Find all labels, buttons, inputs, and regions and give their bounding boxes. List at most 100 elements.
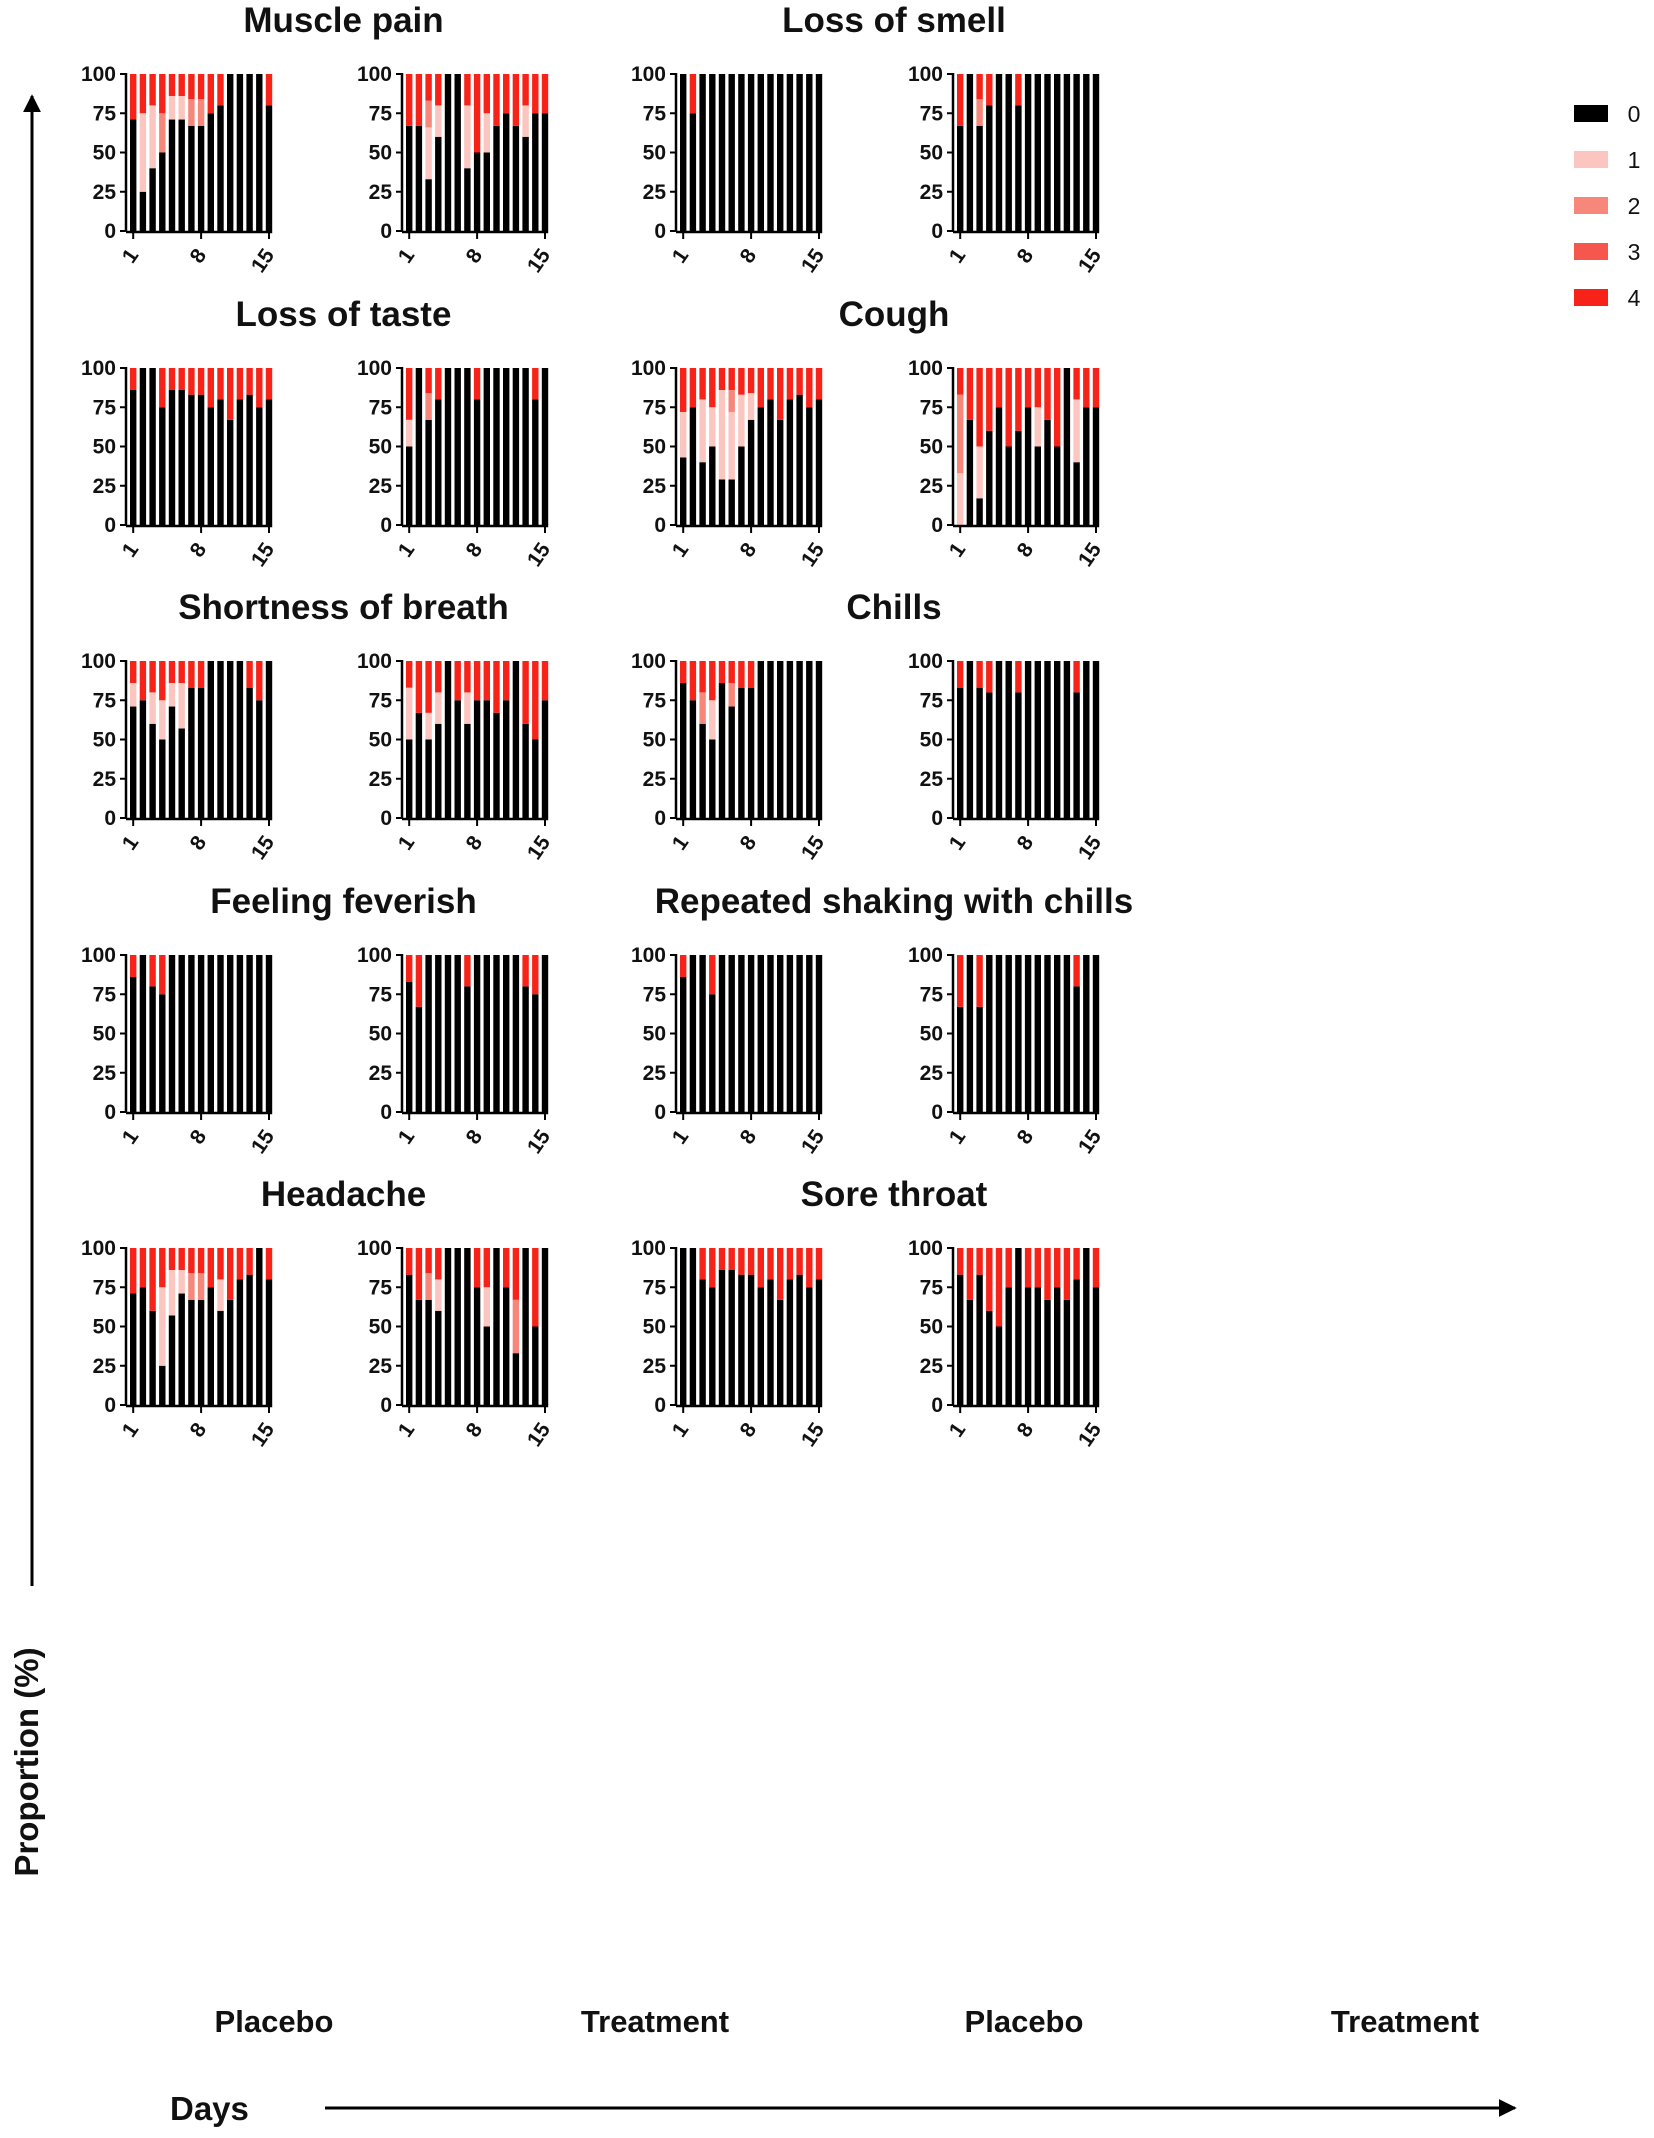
y-tick-label: 100 <box>357 357 392 380</box>
y-tick-label: 100 <box>357 63 392 86</box>
bar-day-8-cat-0 <box>473 152 481 231</box>
bar-day-7-cat-0 <box>464 723 471 818</box>
y-tick-label: 25 <box>93 181 117 204</box>
bar-day-9-cat-0 <box>757 661 764 818</box>
bar-day-13-cat-0 <box>522 368 529 525</box>
panel-loss-of-taste: Loss of taste 0 25 50 75 100 1 8 15 0 25 50 75 100 1 8 1… <box>81 295 555 571</box>
bar-day-9-cat-4 <box>757 368 764 408</box>
bar-day-6-cat-4 <box>728 368 735 390</box>
bar-day-8-cat-2 <box>197 99 205 126</box>
bar-day-11-cat-0 <box>227 955 234 1112</box>
bar-day-12-cat-2 <box>512 1299 520 1354</box>
cough-placebo-chart: 0 25 50 75 100 1 8 15 <box>631 357 829 571</box>
x-tick-label: 15 <box>1074 244 1106 277</box>
y-tick-label: 75 <box>93 983 117 1006</box>
bar-day-4-cat-0 <box>709 994 716 1112</box>
y-tick-label: 75 <box>369 102 393 125</box>
y-tick-label: 75 <box>93 102 117 125</box>
bar-day-8-cat-0 <box>197 1299 205 1405</box>
x-tick-label: 1 <box>945 1418 971 1441</box>
bar-day-14-cat-0 <box>256 955 263 1112</box>
bar-day-6-cat-0 <box>728 479 735 525</box>
bar-day-7-cat-4 <box>464 74 471 106</box>
bar-day-11-cat-0 <box>1054 74 1061 231</box>
bar-day-10-cat-4 <box>1044 368 1051 420</box>
bar-day-3-cat-4 <box>149 955 156 987</box>
bar-day-2-cat-0 <box>689 407 697 525</box>
bar-day-4-cat-4 <box>435 74 442 106</box>
bar-day-12-cat-4 <box>512 74 520 126</box>
bar-day-5-cat-0 <box>718 74 726 231</box>
bar-day-11-cat-0 <box>777 955 784 1112</box>
x-tick-label: 1 <box>945 244 971 267</box>
bar-day-9-cat-4 <box>483 1248 490 1288</box>
bar-day-5-cat-4 <box>168 74 176 96</box>
y-tick-label: 75 <box>643 396 667 419</box>
bar-day-4-cat-0 <box>435 955 442 1112</box>
bar-day-1-cat-0 <box>680 74 687 231</box>
bar-day-13-cat-4 <box>1073 1248 1080 1280</box>
panel-chills: Chills 0 25 50 75 100 1 8 15 0 25 50 75 100 1 8 15 <box>631 588 1106 864</box>
x-tick-label: 1 <box>118 1125 144 1148</box>
bar-day-2-cat-0 <box>139 191 147 231</box>
bar-day-10-cat-4 <box>217 1248 224 1280</box>
y-tick-label: 25 <box>920 768 944 791</box>
bar-day-11-cat-4 <box>777 1248 784 1300</box>
bar-day-13-cat-0 <box>1073 74 1080 231</box>
bar-day-14-cat-0 <box>1083 1248 1090 1405</box>
bar-day-6-cat-1 <box>178 1269 185 1294</box>
bar-day-7-cat-0 <box>188 955 195 1112</box>
bar-day-14-cat-0 <box>806 74 813 231</box>
bar-day-5-cat-0 <box>995 407 1003 525</box>
bar-day-12-cat-4 <box>236 368 244 400</box>
feeling-feverish-placebo-chart: 0 25 50 75 100 1 8 15 <box>81 944 279 1158</box>
bar-day-8-cat-0 <box>747 74 755 231</box>
bar-day-3-cat-0 <box>699 955 706 1112</box>
x-tick-label: 8 <box>186 1418 212 1441</box>
y-tick-label: 25 <box>369 1355 393 1378</box>
bar-day-14-cat-0 <box>1083 74 1090 231</box>
y-tick-label: 0 <box>654 1394 666 1417</box>
bar-day-5-cat-1 <box>168 1269 176 1316</box>
bar-day-14-cat-0 <box>1083 661 1090 818</box>
y-tick-label: 50 <box>643 436 666 459</box>
bar-day-3-cat-2 <box>425 100 432 128</box>
bar-day-15-cat-0 <box>541 113 549 231</box>
bar-day-5-cat-0 <box>718 479 726 525</box>
y-tick-label: 25 <box>93 768 117 791</box>
bar-day-12-cat-4 <box>786 1248 794 1280</box>
bar-day-3-cat-0 <box>425 179 432 231</box>
x-tick-label: 1 <box>118 538 144 561</box>
bar-day-14-cat-4 <box>806 368 813 408</box>
loss-of-smell-treatment-chart: 0 25 50 75 100 1 8 15 <box>908 63 1106 277</box>
bar-day-3-cat-0 <box>149 723 156 818</box>
y-tick-label: 25 <box>369 1062 393 1085</box>
bar-day-12-cat-0 <box>236 1279 244 1405</box>
bar-day-11-cat-0 <box>777 74 784 231</box>
bar-day-1-cat-4 <box>957 661 964 688</box>
bar-day-2-cat-4 <box>415 955 423 1007</box>
bar-day-9-cat-0 <box>207 407 214 525</box>
bar-day-11-cat-0 <box>777 661 784 818</box>
bar-day-1-cat-4 <box>406 661 413 688</box>
bar-day-14-cat-0 <box>532 739 539 818</box>
x-tick-label: 1 <box>394 1418 420 1441</box>
y-tick-label: 0 <box>654 807 666 830</box>
y-tick-label: 0 <box>104 220 116 243</box>
y-tick-label: 100 <box>908 944 943 967</box>
bar-day-12-cat-0 <box>1063 661 1071 818</box>
bar-day-1-cat-4 <box>406 368 413 420</box>
bar-day-6-cat-2 <box>728 682 735 707</box>
sore-throat-treatment-chart: 0 25 50 75 100 1 8 15 <box>908 1237 1106 1451</box>
bar-day-2-cat-4 <box>139 1248 147 1288</box>
bar-day-7-cat-0 <box>464 986 471 1112</box>
y-tick-label: 75 <box>643 1276 667 1299</box>
bar-day-7-cat-4 <box>188 1248 195 1274</box>
bar-day-4-cat-0 <box>986 692 993 818</box>
bar-day-1-cat-1 <box>130 682 137 707</box>
bar-day-5-cat-0 <box>444 368 452 525</box>
bar-day-14-cat-4 <box>532 74 539 114</box>
bar-day-5-cat-0 <box>995 74 1003 231</box>
bar-day-3-cat-0 <box>425 955 432 1112</box>
